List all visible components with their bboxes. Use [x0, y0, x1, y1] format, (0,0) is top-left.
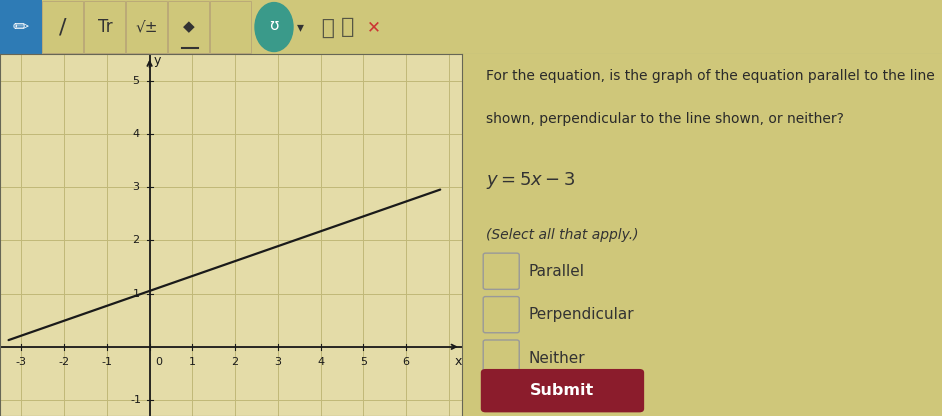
FancyBboxPatch shape — [42, 1, 83, 53]
Text: -2: -2 — [58, 357, 70, 367]
Text: For the equation, is the graph of the equation parallel to the line: For the equation, is the graph of the eq… — [486, 69, 934, 82]
FancyBboxPatch shape — [168, 1, 209, 53]
Text: Tr: Tr — [98, 18, 112, 36]
Text: (Select all that apply.): (Select all that apply.) — [486, 228, 638, 242]
Text: √±: √± — [136, 20, 158, 35]
Text: 4: 4 — [317, 357, 324, 367]
Text: $y = 5x - 3$: $y = 5x - 3$ — [486, 170, 575, 191]
Text: 1: 1 — [188, 357, 196, 367]
Text: /: / — [59, 17, 67, 37]
FancyBboxPatch shape — [480, 369, 644, 412]
Text: 3: 3 — [133, 182, 139, 192]
Text: 2: 2 — [132, 235, 139, 245]
Text: 4: 4 — [132, 129, 139, 139]
Text: Perpendicular: Perpendicular — [528, 307, 635, 322]
Text: shown, perpendicular to the line shown, or neither?: shown, perpendicular to the line shown, … — [486, 112, 843, 126]
Text: x: x — [454, 355, 462, 368]
Text: ▾: ▾ — [297, 20, 303, 34]
Text: -3: -3 — [16, 357, 27, 367]
FancyBboxPatch shape — [0, 0, 42, 54]
Text: -1: -1 — [130, 395, 141, 405]
Text: ✕: ✕ — [367, 18, 381, 36]
Circle shape — [255, 2, 293, 52]
Text: Submit: Submit — [530, 383, 594, 398]
Text: ✏: ✏ — [13, 17, 29, 37]
Text: 1: 1 — [133, 289, 139, 299]
Text: Neither: Neither — [528, 351, 586, 366]
Text: 2: 2 — [232, 357, 238, 367]
Text: ⌢: ⌢ — [341, 17, 355, 37]
Text: 0: 0 — [155, 357, 162, 367]
Text: Parallel: Parallel — [528, 264, 585, 279]
Text: 3: 3 — [274, 357, 282, 367]
Text: 5: 5 — [360, 357, 366, 367]
FancyBboxPatch shape — [126, 1, 167, 53]
Text: ◆: ◆ — [183, 20, 195, 35]
Text: ⌢: ⌢ — [319, 17, 333, 37]
FancyBboxPatch shape — [210, 1, 251, 53]
FancyBboxPatch shape — [84, 1, 125, 53]
Text: ʊ: ʊ — [269, 18, 279, 33]
Text: 5: 5 — [133, 76, 139, 86]
Text: 6: 6 — [402, 357, 410, 367]
Text: y: y — [154, 54, 161, 67]
Text: -1: -1 — [102, 357, 112, 367]
